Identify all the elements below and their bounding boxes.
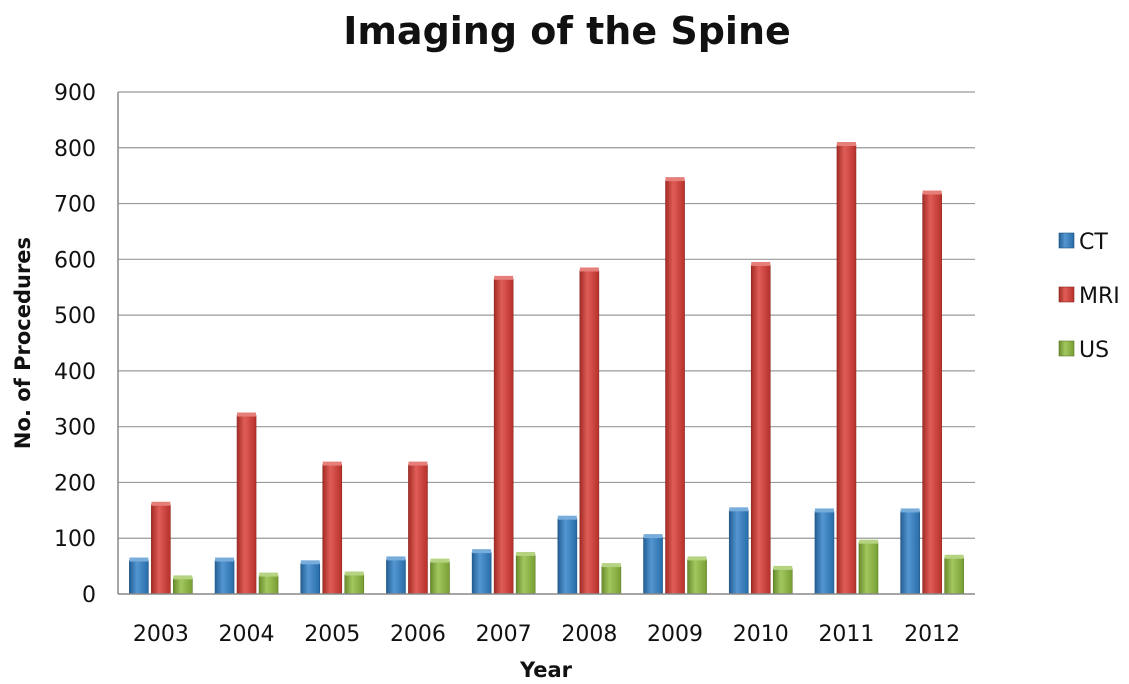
y-tick-label: 500 <box>54 304 96 329</box>
bar-us-2009 <box>687 559 707 595</box>
bar-mri-2004 <box>236 415 257 595</box>
legend-swatch-mri <box>1058 286 1075 303</box>
x-tick-label: 2009 <box>647 622 703 647</box>
bar-top-mri-2010 <box>751 261 771 266</box>
bar-us-2011 <box>858 542 879 595</box>
bar-top-ct-2010 <box>729 507 749 512</box>
bar-top-ct-2009 <box>643 534 663 539</box>
gridlines <box>118 91 975 539</box>
bar-ct-2009 <box>643 536 663 595</box>
legend-label-us: US <box>1079 338 1109 363</box>
axes <box>117 92 975 595</box>
bar-top-mri-2004 <box>237 412 257 417</box>
bar-mri-2010 <box>750 264 771 595</box>
bar-top-us-2011 <box>858 539 878 544</box>
bar-top-us-2010 <box>773 565 793 570</box>
bar-us-2005 <box>344 574 365 595</box>
x-tick-label: 2012 <box>904 622 960 647</box>
bar-us-2008 <box>601 565 622 595</box>
bar-ct-2008 <box>557 518 578 595</box>
x-tick-label: 2011 <box>818 622 874 647</box>
bar-top-us-2004 <box>259 572 279 577</box>
bar-ct-2010 <box>728 510 749 595</box>
bar-mri-2007 <box>493 278 514 595</box>
bar-us-2010 <box>772 568 793 595</box>
bar-top-ct-2003 <box>129 557 149 562</box>
x-axis-title: Year <box>519 658 573 682</box>
y-tick-label: 400 <box>54 360 96 385</box>
bar-top-mri-2011 <box>836 141 856 146</box>
bar-top-mri-2012 <box>922 190 942 195</box>
legend-swatch-ct <box>1058 232 1075 249</box>
legend-swatch-us <box>1058 340 1075 357</box>
bar-top-mri-2005 <box>322 461 342 466</box>
bar-ct-2012 <box>900 511 920 595</box>
bars <box>129 141 964 595</box>
bar-top-ct-2006 <box>386 556 406 561</box>
bar-mri-2008 <box>579 270 600 595</box>
bar-us-2003 <box>173 578 193 595</box>
y-tick-labels: 0 100 200 300 400 500 600 700 800 900 <box>54 81 96 608</box>
bar-mri-2006 <box>408 464 428 595</box>
y-axis-title: No. of Procedures <box>11 237 35 449</box>
legend: CT MRI US <box>1058 230 1120 363</box>
legend-label-mri: MRI <box>1079 284 1120 309</box>
y-tick-label: 0 <box>82 583 96 608</box>
bar-top-mri-2006 <box>408 461 428 466</box>
bar-ct-2003 <box>129 560 149 595</box>
bar-top-mri-2007 <box>494 275 514 280</box>
chart-title: Imaging of the Spine <box>343 9 791 53</box>
bar-top-ct-2004 <box>215 557 235 562</box>
bar-top-ct-2008 <box>557 515 577 520</box>
bar-top-us-2006 <box>430 558 450 563</box>
bar-ct-2004 <box>214 560 235 595</box>
x-tick-label: 2003 <box>133 622 189 647</box>
bar-us-2006 <box>430 561 450 595</box>
bar-top-ct-2007 <box>472 549 492 554</box>
y-tick-label: 300 <box>54 416 96 441</box>
bar-mri-2005 <box>322 464 343 595</box>
bar-top-us-2007 <box>516 551 536 556</box>
bar-top-us-2012 <box>944 554 964 559</box>
bar-top-ct-2011 <box>814 508 834 513</box>
bar-ct-2011 <box>814 511 835 595</box>
y-tick-label: 800 <box>54 137 96 162</box>
bar-mri-2009 <box>665 179 685 595</box>
bar-top-us-2003 <box>173 575 193 580</box>
bar-top-mri-2009 <box>665 177 685 182</box>
bar-top-us-2009 <box>687 556 707 561</box>
bar-top-ct-2012 <box>900 508 920 513</box>
bar-mri-2011 <box>836 144 857 595</box>
y-tick-label: 900 <box>54 81 96 106</box>
y-tick-label: 100 <box>54 527 96 552</box>
bar-us-2007 <box>515 554 536 595</box>
x-tick-label: 2005 <box>304 622 360 647</box>
bar-top-us-2005 <box>344 571 364 576</box>
y-tick-label: 200 <box>54 471 96 496</box>
x-tick-label: 2006 <box>390 622 446 647</box>
x-tick-labels: 2003 2004 2005 2006 2007 2008 2009 2010 2011 2012 <box>133 622 960 647</box>
bar-top-mri-2008 <box>579 267 599 272</box>
bar-top-mri-2003 <box>151 501 171 506</box>
bar-ct-2006 <box>386 559 406 595</box>
y-tick-label: 700 <box>54 193 96 218</box>
legend-label-ct: CT <box>1079 230 1108 255</box>
bar-us-2012 <box>944 557 964 595</box>
x-tick-label: 2008 <box>561 622 617 647</box>
x-tick-label: 2004 <box>219 622 275 647</box>
bar-mri-2003 <box>151 504 171 595</box>
y-tick-label: 600 <box>54 248 96 273</box>
bar-ct-2007 <box>471 551 492 595</box>
bar-top-us-2008 <box>601 563 621 568</box>
bar-us-2004 <box>258 575 279 595</box>
x-tick-label: 2010 <box>733 622 789 647</box>
bar-ct-2005 <box>300 563 321 595</box>
bar-top-ct-2005 <box>300 560 320 565</box>
bar-mri-2012 <box>922 193 942 595</box>
x-tick-label: 2007 <box>476 622 532 647</box>
